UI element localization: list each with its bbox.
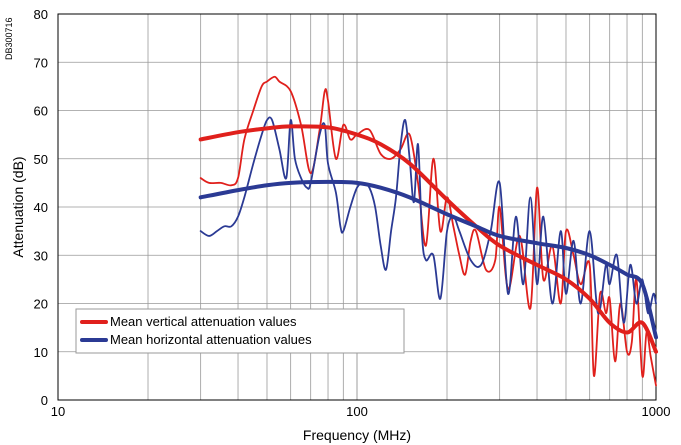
y-tick-label: 70 xyxy=(34,55,48,70)
y-tick-label: 40 xyxy=(34,200,48,215)
x-tick-label: 1000 xyxy=(642,404,671,419)
y-axis-label: Attenuation (dB) xyxy=(10,156,26,257)
legend: Mean vertical attenuation values Mean ho… xyxy=(76,309,404,353)
y-tick-label: 10 xyxy=(34,345,48,360)
y-tick-label: 80 xyxy=(34,7,48,22)
x-tick-label: 100 xyxy=(346,404,368,419)
x-tick-label: 10 xyxy=(51,404,65,419)
x-axis-tick-labels: 10 100 1000 xyxy=(51,404,671,419)
y-tick-label: 50 xyxy=(34,152,48,167)
x-axis-label: Frequency (MHz) xyxy=(303,427,411,443)
legend-label-vertical: Mean vertical attenuation values xyxy=(110,314,297,329)
y-axis-tick-labels: 0 10 20 30 40 50 60 70 80 xyxy=(34,7,48,408)
y-tick-label: 30 xyxy=(34,248,48,263)
y-tick-label: 60 xyxy=(34,104,48,119)
y-tick-label: 0 xyxy=(41,393,48,408)
legend-label-horizontal: Mean horizontal attenuation values xyxy=(110,332,312,347)
document-reference: DB300716 xyxy=(4,17,14,60)
y-tick-label: 20 xyxy=(34,297,48,312)
